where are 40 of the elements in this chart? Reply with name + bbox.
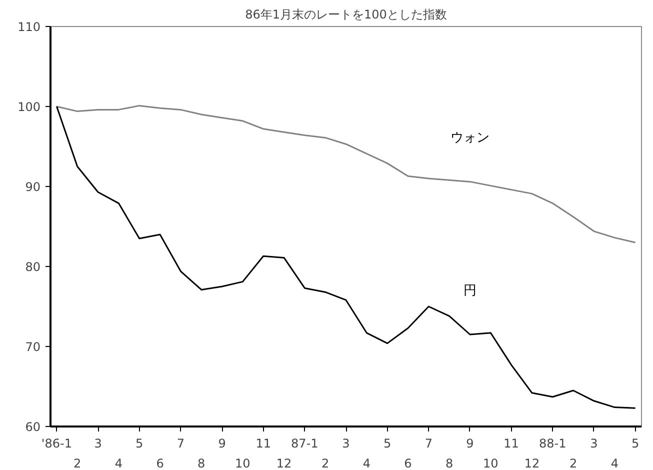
x-tick-label: 10 [235,456,250,470]
y-tick-label: 80 [25,260,41,274]
x-tick-label: 5 [136,436,144,450]
x-tick-label: 6 [404,456,412,470]
x-tick-label: 10 [483,456,498,470]
y-tick-label: 70 [25,340,41,354]
x-tick-label: 7 [424,436,432,450]
x-tick-label: 8 [198,456,206,470]
line-series [56,104,636,244]
chart-title: 86年1月末のレートを100とした指数 [245,8,447,22]
x-tick-label: 6 [156,456,164,470]
x-tick-label: 8 [446,456,454,470]
y-tick-label: 100 [18,100,40,114]
series-label: 円 [463,284,476,298]
x-tick-label: 11 [256,436,271,450]
y-tick-label: 60 [25,420,41,434]
y-tick-label: 90 [25,180,41,194]
x-tick-label: 2 [322,456,330,470]
x-tick-label: 4 [362,456,370,470]
x-tick-label: '86-1 [41,436,72,450]
x-tick-label: 4 [114,456,123,470]
x-tick-label: 3 [590,436,598,450]
x-tick-label: 5 [384,436,392,450]
x-tick-label: 9 [466,436,474,450]
text: ウォン [450,130,490,146]
x-tick-label: 5 [631,436,640,450]
x-tick-label: 3 [342,436,350,450]
x-tick-label: 4 [610,456,618,470]
y-tick-label: 110 [18,20,40,34]
x-tick-label: 9 [218,436,226,450]
x-tick-label: 7 [176,436,185,450]
x-tick-label: 12 [524,456,540,470]
x-tick-label: 2 [569,456,578,470]
x-tick-label: 11 [504,436,519,450]
x-tick-label: 88-1 [539,436,566,450]
x-tick-label: 3 [94,436,102,450]
line-series [56,106,636,409]
x-tick-label: 12 [276,456,292,470]
x-tick-label: 87-1 [291,436,318,450]
x-tick-label: 2 [74,456,82,470]
